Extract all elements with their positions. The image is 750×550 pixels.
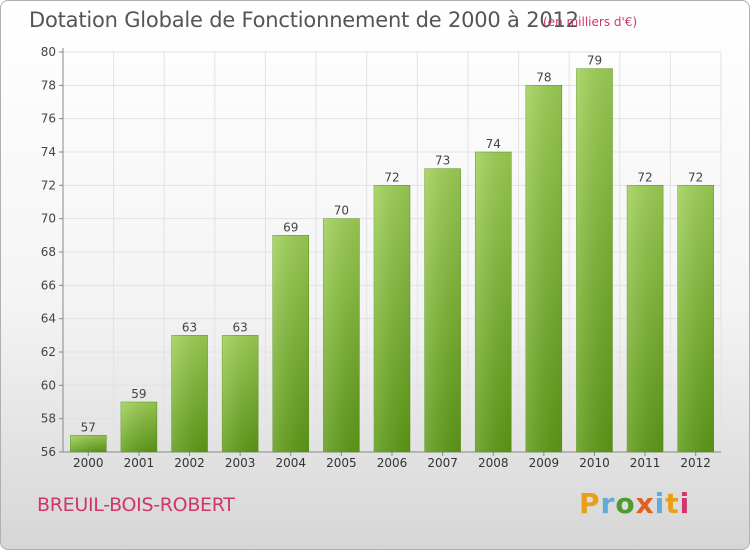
bar-shade: [374, 185, 410, 453]
proxiti-logo[interactable]: Proxiti: [579, 487, 690, 520]
data-label: 78: [536, 70, 551, 84]
bar-shade: [424, 168, 461, 452]
y-tick-label: 58: [41, 412, 56, 426]
bars: [70, 68, 714, 453]
bar-shade: [323, 218, 360, 452]
x-tick-label: 2011: [630, 456, 661, 470]
logo-letter: i: [654, 487, 666, 520]
y-tick-label: 64: [41, 312, 56, 326]
x-tick-label: 2012: [680, 456, 711, 470]
y-tick-label: 74: [41, 145, 56, 159]
x-tick-label: 2002: [174, 456, 205, 470]
bar-shade: [627, 185, 664, 453]
bar-shade: [222, 335, 259, 452]
chart-title: Dotation Globale de Fonctionnement de 20…: [29, 8, 579, 32]
bar-shade: [120, 402, 157, 452]
data-label: 63: [182, 320, 197, 334]
y-tick-label: 68: [41, 245, 56, 259]
bar-shade: [171, 335, 208, 452]
data-label: 72: [384, 170, 399, 184]
data-label: 59: [131, 387, 146, 401]
bar-shade: [475, 152, 512, 452]
data-label: 73: [435, 154, 450, 168]
y-tick-label: 72: [41, 178, 56, 192]
data-label: 70: [334, 204, 349, 218]
logo-letter: x: [635, 487, 655, 520]
x-tick-label: 2003: [225, 456, 256, 470]
data-label: 72: [637, 170, 652, 184]
x-tick-label: 2004: [275, 456, 306, 470]
y-tick-label: 70: [41, 212, 56, 226]
logo-letter: r: [600, 487, 616, 520]
y-tick-label: 66: [41, 278, 56, 292]
x-tick-label: 2000: [73, 456, 104, 470]
data-label: 74: [486, 137, 501, 151]
x-tick-label: 2010: [579, 456, 610, 470]
chart-unit-label: (en milliers d'€): [543, 15, 638, 29]
x-tick-label: 2006: [377, 456, 408, 470]
logo-letter: P: [579, 487, 601, 520]
bar-shade: [677, 185, 714, 453]
x-tick-label: 2005: [326, 456, 357, 470]
data-label: 69: [283, 220, 298, 234]
bar-shade: [70, 435, 107, 452]
data-label: 57: [81, 420, 96, 434]
x-tick-label: 2008: [478, 456, 509, 470]
bar-shade: [272, 235, 309, 452]
x-tick-label: 2009: [529, 456, 560, 470]
data-label: 79: [587, 54, 602, 68]
bar-shade: [525, 85, 562, 452]
logo-letter: t: [665, 487, 680, 520]
logo-letter: i: [679, 487, 691, 520]
bar-shade: [576, 68, 613, 453]
commune-name: BREUIL-BOIS-ROBERT: [37, 494, 235, 516]
y-tick-label: 78: [41, 78, 56, 92]
data-label: 63: [233, 320, 248, 334]
data-labels: 57 59 63 63 69 70 72 73 74 78 79 72 72: [81, 54, 704, 435]
y-tick-label: 80: [41, 45, 56, 59]
x-tick-label: 2001: [124, 456, 155, 470]
x-tick-label: 2007: [427, 456, 458, 470]
y-tick-label: 56: [41, 445, 56, 459]
logo-letter: o: [615, 487, 636, 520]
y-tick-label: 60: [41, 378, 56, 392]
y-tick-label: 62: [41, 345, 56, 359]
y-tick-label: 76: [41, 112, 56, 126]
data-label: 72: [688, 170, 703, 184]
